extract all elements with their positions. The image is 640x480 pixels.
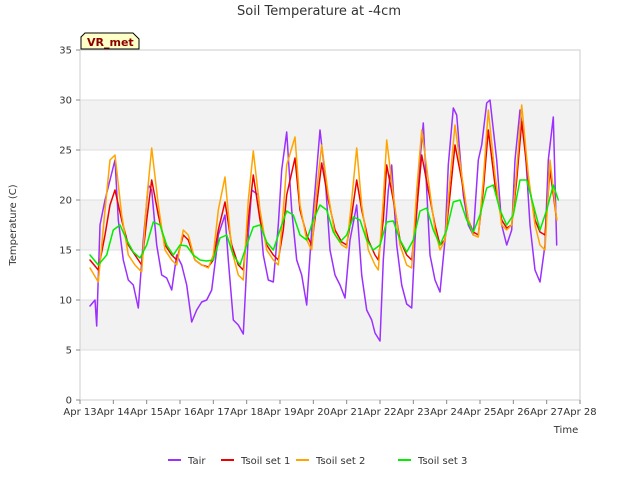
x-tick-label: Apr 26: [497, 407, 530, 418]
series-layer: [89, 99, 560, 342]
legend-item: Tsoil set 2: [296, 456, 365, 467]
x-axis-label: Time: [553, 425, 578, 436]
y-tick-label: 10: [59, 296, 72, 307]
legend-label: Tsoil set 3: [417, 456, 467, 467]
chart-title: Soil Temperature at -4cm: [237, 4, 401, 19]
background-band: [80, 300, 580, 350]
legend-label: Tsoil set 2: [315, 456, 365, 467]
background-band: [80, 250, 580, 300]
y-axis-label: Temperature (C): [8, 184, 19, 266]
x-tick-label: Apr 18: [230, 407, 263, 418]
x-tick-label: Apr 28: [563, 407, 596, 418]
station-badge: VR_met: [80, 32, 140, 50]
y-axis: 0 5 10 15 20 25 30 35: [59, 46, 80, 407]
station-badge-box: [80, 32, 140, 50]
series-line-2: [89, 104, 558, 283]
y-tick-label: 20: [59, 196, 72, 207]
x-tick-label: Apr 27: [530, 407, 563, 418]
x-tick-label: Apr 13: [63, 407, 96, 418]
x-tick-label: Apr 17: [197, 407, 230, 418]
background-band: [80, 350, 580, 400]
legend-label: Tair: [187, 456, 206, 467]
x-tick-label: Apr 14: [97, 407, 130, 418]
x-tick-label: Apr 21: [330, 407, 363, 418]
y-tick-label: 25: [59, 146, 72, 157]
legend-label: Tsoil set 1: [240, 456, 290, 467]
plot-frame: [79, 49, 581, 401]
legend-item: Tair: [168, 456, 206, 467]
x-tick-label: Apr 15: [130, 407, 163, 418]
y-tick-label: 35: [59, 46, 72, 57]
y-tick-label: 30: [59, 96, 72, 107]
station-badge-text: VR_met: [87, 36, 134, 49]
x-tick-label: Apr 25: [463, 407, 496, 418]
y-tick-label: 5: [66, 346, 72, 357]
x-tick-label: Apr 23: [397, 407, 430, 418]
x-tick-label: Apr 22: [363, 407, 396, 418]
x-tick-label: Apr 16: [163, 407, 196, 418]
legend-item: Tsoil set 3: [398, 456, 467, 467]
background-band: [80, 100, 580, 150]
series-line-3: [89, 179, 560, 266]
x-tick-label: Apr 24: [430, 407, 463, 418]
background-band: [80, 50, 580, 100]
y-tick-label: 0: [66, 396, 72, 407]
x-axis: Apr 13 Apr 14 Apr 15 Apr 16 Apr 17 Apr 18 Apr …: [63, 400, 597, 418]
legend-item: Tsoil set 1: [221, 456, 290, 467]
x-tick-label: Apr 20: [297, 407, 330, 418]
x-tick-label: Apr 19: [263, 407, 296, 418]
legend: Tair Tsoil set 1 Tsoil set 2 Tsoil set 3: [168, 456, 467, 467]
y-tick-label: 15: [59, 246, 72, 257]
